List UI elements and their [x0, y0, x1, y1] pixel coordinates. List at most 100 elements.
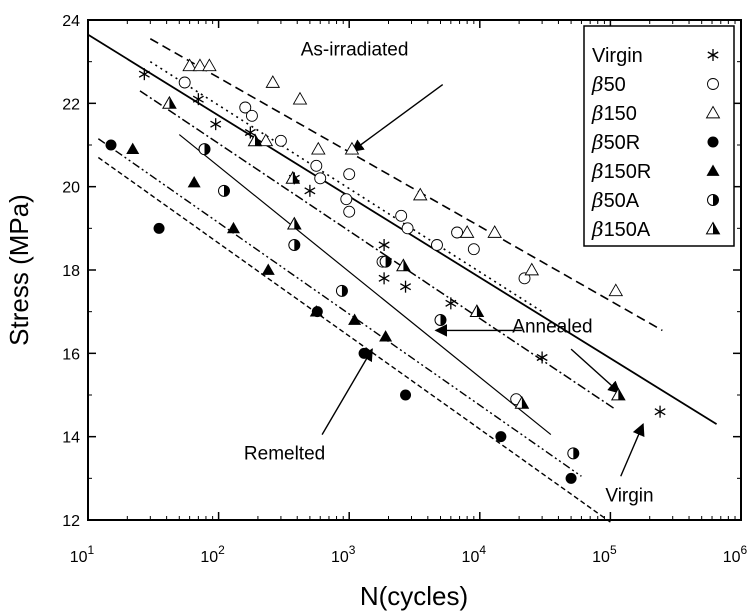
x-tick-exponent: 5: [610, 543, 617, 557]
point-beta150a: [286, 216, 302, 230]
x-tick-label: 103: [331, 543, 356, 566]
point-beta50: [274, 134, 287, 147]
point-beta150: [292, 91, 308, 105]
point-beta50: [343, 205, 356, 218]
point-beta150r: [348, 313, 362, 325]
point-virgin: [400, 280, 412, 293]
x-tick-exponent: 4: [479, 543, 486, 557]
point-beta50r: [495, 431, 507, 443]
annotation-label: Annealed: [512, 317, 592, 338]
point-beta150r: [126, 142, 140, 155]
legend-label-prefix: β: [591, 217, 604, 241]
x-tick-label: 101: [70, 543, 95, 566]
x-tick-label: 102: [200, 543, 225, 566]
legend-label-virgin: Virgin: [592, 45, 643, 67]
y-tick-label: 20: [62, 180, 80, 197]
y-tick-label: 16: [62, 346, 80, 363]
legend-box: [583, 25, 735, 247]
legend-label-prefix: β: [591, 101, 604, 125]
x-tick-base: 10: [70, 549, 88, 566]
x-tick-exponent: 2: [218, 543, 225, 557]
point-beta50: [245, 109, 258, 122]
point-beta150: [344, 141, 360, 155]
remelted-upper-fit: [97, 138, 582, 477]
annotation-label: Virgin: [605, 485, 653, 506]
fit-lines: [87, 33, 718, 523]
point-beta50: [314, 172, 327, 185]
x-tick-base: 10: [331, 549, 349, 566]
annotation-label: Remelted: [244, 444, 325, 465]
point-beta50a: [335, 284, 348, 297]
legend-label-prefix: β: [591, 72, 604, 96]
legend-marker-beta50: [707, 78, 719, 90]
point-beta150: [265, 75, 281, 88]
point-virgin: [244, 126, 256, 139]
remelted-annealed-fit: [178, 134, 552, 436]
point-beta50r: [153, 222, 165, 234]
x-tick-base: 10: [462, 549, 480, 566]
point-beta150r: [226, 221, 240, 234]
point-beta150a: [162, 95, 177, 109]
legend-label-suffix: 150R: [604, 161, 652, 183]
legend-label-suffix: 150: [604, 103, 637, 125]
x-tick-base: 10: [200, 549, 218, 566]
point-beta50a: [288, 239, 301, 251]
x-tick-base: 10: [592, 549, 610, 566]
legend-label-prefix: β: [591, 188, 604, 212]
legend-marker-beta50a: [707, 194, 719, 206]
point-beta150: [258, 133, 274, 147]
legend-label-prefix: β: [591, 159, 604, 183]
legend-marker-beta150a: [705, 221, 721, 235]
point-beta150a: [285, 170, 301, 184]
legend-marker-beta150: [705, 105, 721, 119]
remelted-lower-fit: [97, 156, 611, 523]
point-virgin: [536, 351, 548, 364]
legend-label-beta50r: β50R: [591, 130, 640, 154]
y-tick-label: 14: [62, 430, 80, 447]
annotation-arrow: [321, 348, 373, 435]
point-beta50r: [400, 389, 412, 401]
x-tick-exponent: 6: [741, 543, 748, 557]
annealed-fit: [139, 90, 617, 411]
point-beta50: [343, 168, 356, 181]
point-beta50r: [358, 347, 370, 359]
annotation-arrow: [620, 423, 645, 477]
x-tick-exponent: 1: [88, 543, 95, 557]
legend-label-beta150a: β150A: [591, 217, 651, 241]
point-beta150: [459, 225, 475, 238]
point-beta50a: [218, 184, 231, 197]
legend-label-beta150: β150: [591, 101, 637, 125]
point-beta50: [451, 226, 464, 239]
y-axis-title: Stress (MPa): [4, 194, 34, 346]
y-tick-label: 18: [62, 263, 80, 280]
legend-label-suffix: 50A: [604, 190, 640, 212]
point-beta150a: [247, 133, 263, 147]
point-beta150r: [379, 330, 393, 342]
legend-label-beta150r: β150R: [591, 159, 651, 183]
legend-label-suffix: 150A: [604, 219, 651, 241]
point-beta150a: [469, 304, 485, 318]
annotation-arrow: [350, 84, 444, 152]
point-virgin: [654, 405, 666, 418]
y-tick-label: 24: [62, 13, 80, 30]
point-beta50a: [379, 255, 392, 268]
x-axis-title: N(cycles): [360, 581, 468, 611]
point-virgin: [304, 184, 316, 197]
x-tick-base: 10: [723, 549, 741, 566]
point-virgin: [138, 68, 150, 81]
point-beta150: [311, 141, 326, 155]
y-tick-label: 12: [62, 513, 80, 530]
point-beta150: [524, 262, 540, 276]
point-beta50a: [567, 447, 580, 460]
x-tick-label: 106: [723, 543, 748, 566]
point-beta150r: [309, 305, 323, 317]
legend-label-suffix: Virgin: [592, 45, 643, 67]
annotation-label: As-irradiated: [301, 39, 409, 60]
point-beta50r: [565, 472, 577, 484]
point-beta150: [192, 58, 208, 72]
point-virgin: [192, 93, 204, 106]
point-beta150a: [610, 387, 626, 401]
